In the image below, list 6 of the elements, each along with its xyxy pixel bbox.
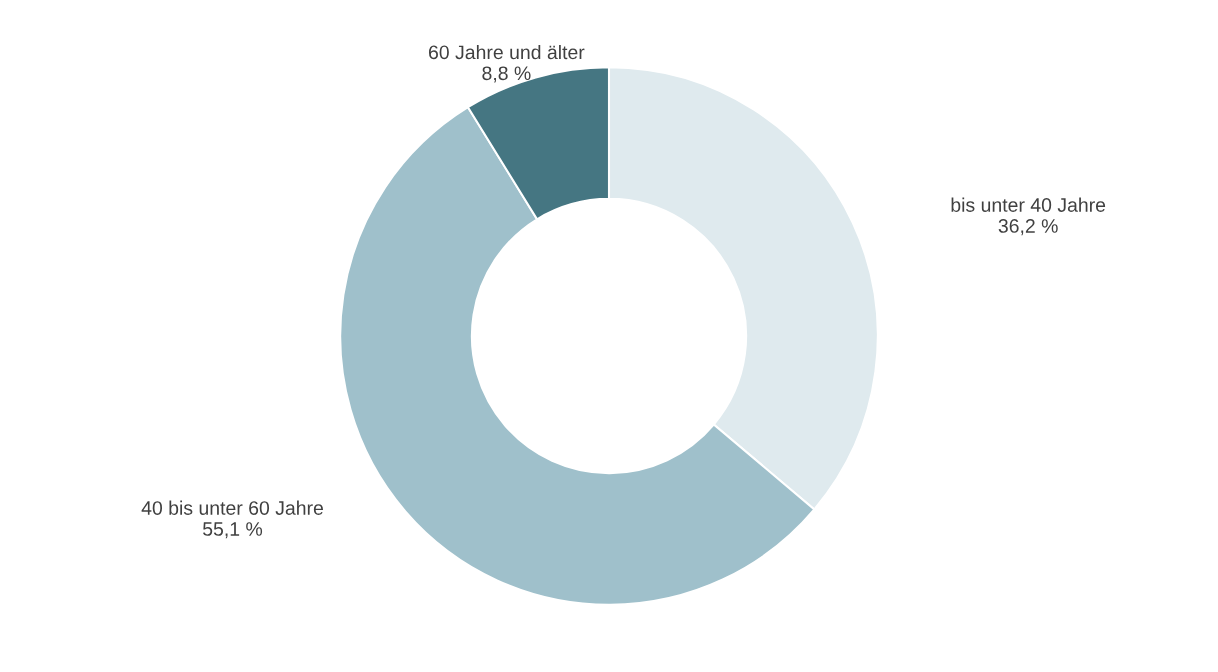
data-label: 8,8 % [482,66,531,83]
data-label: 55,1 % [203,522,263,539]
data-label: 36,2 % [998,219,1058,236]
slice-label: 40 bis unter 60 Jahre [141,500,323,515]
slice-label: 60 Jahre und älter [429,44,585,60]
slice-label: bis unter 40 Jahre [951,197,1106,212]
